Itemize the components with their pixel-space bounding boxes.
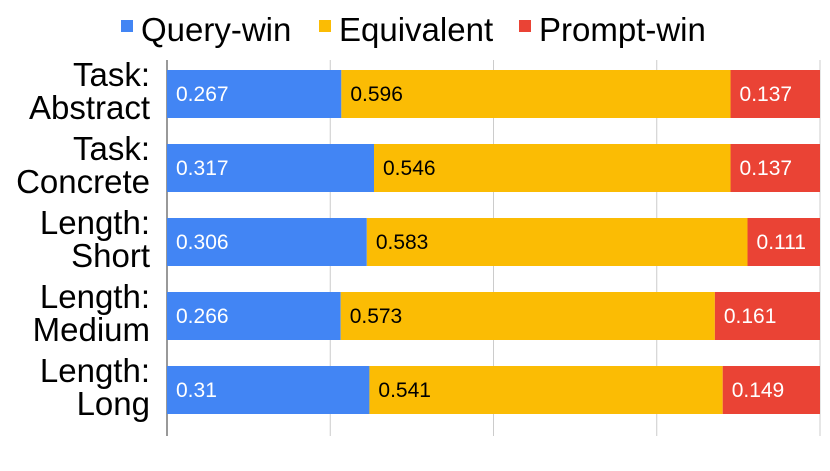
legend-label: Equivalent: [339, 11, 493, 48]
legend: Query-win Equivalent Prompt-win: [121, 11, 706, 48]
category-label: Concrete: [16, 163, 150, 200]
legend-swatch: [121, 20, 133, 32]
category-label: Length:: [40, 278, 150, 315]
bar-segment: [366, 218, 748, 266]
data-label: 0.583: [376, 231, 429, 254]
data-label: 0.546: [383, 157, 436, 180]
data-label: 0.149: [732, 379, 785, 402]
legend-label: Query-win: [141, 11, 291, 48]
category-labels: Task:AbstractTask:ConcreteLength:ShortLe…: [16, 56, 150, 422]
data-label: 0.596: [350, 83, 403, 106]
category-label: Length:: [40, 204, 150, 241]
bar-segment: [714, 292, 820, 340]
bar-segment: [340, 292, 715, 340]
category-label: Medium: [33, 311, 150, 348]
data-label: 0.317: [176, 157, 229, 180]
bar-segment: [730, 144, 820, 192]
bar-segment: [167, 144, 375, 192]
bar-segment: [747, 218, 820, 266]
category-label: Short: [71, 237, 150, 274]
data-label: 0.266: [176, 305, 229, 328]
data-label: 0.573: [350, 305, 403, 328]
category-label: Long: [77, 385, 150, 422]
data-label: 0.267: [176, 83, 229, 106]
legend-label: Prompt-win: [539, 11, 706, 48]
bar-segment: [722, 366, 820, 414]
bar-segment: [167, 366, 370, 414]
bar-segment: [167, 218, 367, 266]
data-label: 0.111: [757, 231, 806, 254]
category-label: Abstract: [29, 89, 150, 126]
bars: 0.267 0.596 0.137 0.317 0.546 0.137 0.306 0.583…: [167, 70, 820, 414]
data-label: 0.306: [176, 231, 229, 254]
category-label: Task:: [73, 130, 150, 167]
bar-segment: [730, 70, 820, 118]
data-label: 0.137: [740, 83, 793, 106]
data-label: 0.541: [378, 379, 431, 402]
data-label: 0.161: [724, 305, 777, 328]
category-label: Length:: [40, 352, 150, 389]
legend-swatch: [319, 20, 331, 32]
category-label: Task:: [73, 56, 150, 93]
legend-swatch: [519, 20, 531, 32]
bar-segment: [374, 144, 731, 192]
bar-segment: [369, 366, 723, 414]
bar-segment: [341, 70, 731, 118]
data-label: 0.137: [740, 157, 793, 180]
data-label: 0.31: [176, 379, 217, 402]
bar-segment: [167, 292, 341, 340]
bar-segment: [167, 70, 342, 118]
